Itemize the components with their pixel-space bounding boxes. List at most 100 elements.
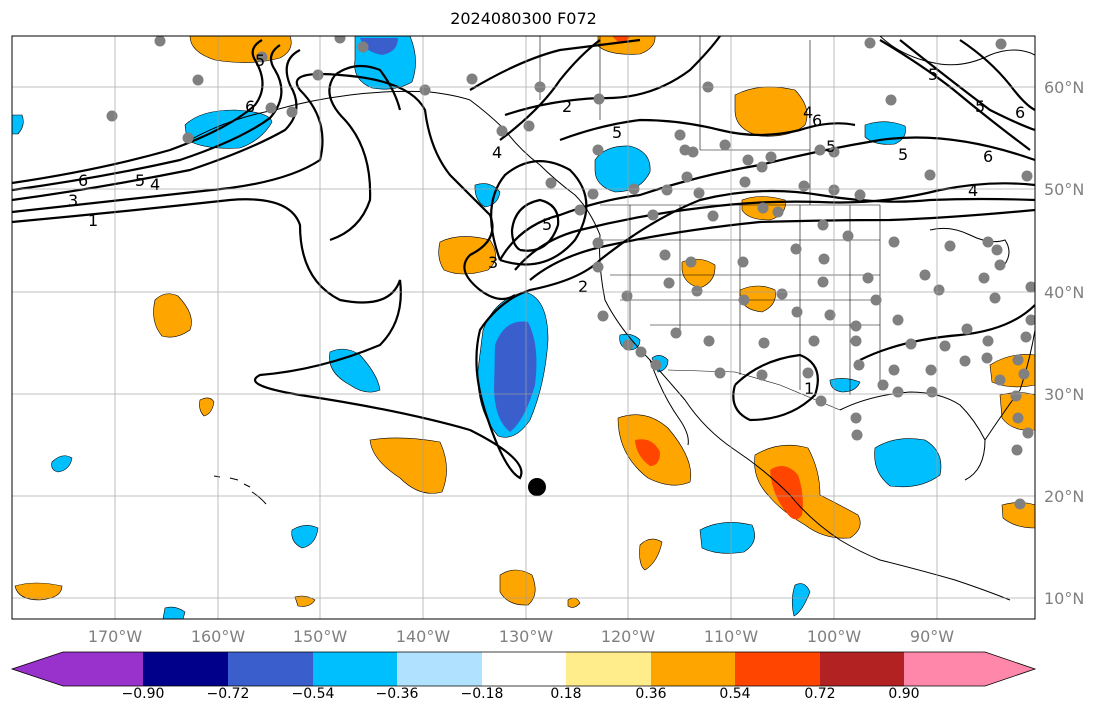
anomaly-patch	[874, 438, 942, 488]
station-marker	[959, 355, 971, 367]
colorbar-tick-label: 0.18	[550, 686, 581, 702]
station-marker	[870, 294, 882, 306]
colorbar-tick-label: −0.54	[292, 686, 335, 702]
station-marker	[991, 244, 1003, 256]
station-marker	[790, 243, 802, 255]
anomaly-patch	[734, 86, 808, 137]
colorbar-outline	[10, 651, 1037, 687]
station-markers	[106, 36, 1035, 510]
station-marker	[739, 176, 751, 188]
station-marker	[192, 74, 204, 86]
graticule-line	[114, 36, 938, 619]
colorbar-segment	[313, 652, 397, 686]
baja-california	[649, 359, 689, 446]
state-borders	[539, 36, 881, 411]
anomaly-patch	[360, 38, 398, 55]
station-marker	[1022, 427, 1034, 439]
station-marker	[877, 379, 889, 391]
state-border	[629, 205, 881, 395]
station-marker	[978, 272, 990, 284]
lon-label: 130°W	[499, 627, 554, 646]
station-marker	[738, 294, 750, 306]
anomaly-patch	[51, 455, 73, 473]
contour-line	[859, 304, 1035, 361]
contour-label: 5	[542, 215, 552, 234]
contour-label: 6	[812, 111, 822, 130]
station-marker	[1021, 170, 1033, 182]
station-marker	[919, 269, 931, 281]
station-marker	[265, 102, 277, 114]
contour-label: 5	[612, 123, 622, 142]
colorbar-tick-label: 0.36	[635, 686, 666, 702]
us-mexico-border	[667, 369, 841, 411]
station-marker	[815, 395, 827, 407]
station-marker	[1012, 354, 1024, 366]
anomaly-patch	[474, 183, 501, 208]
station-marker	[818, 253, 830, 265]
contour-label: 4	[803, 103, 813, 122]
station-marker	[719, 139, 731, 151]
colorbar-segment	[735, 652, 820, 686]
station-marker	[850, 412, 862, 424]
station-marker	[758, 337, 770, 349]
station-marker	[574, 204, 586, 216]
colorbar-tick-label: −0.90	[122, 686, 165, 702]
colorbar-segment	[820, 652, 904, 686]
contour-line	[490, 160, 588, 266]
anomaly-patch	[739, 285, 776, 313]
island	[213, 475, 267, 505]
anomaly-patch	[12, 114, 24, 135]
lon-label: 140°W	[396, 627, 451, 646]
station-marker	[926, 386, 938, 398]
colorbar-segment	[397, 652, 482, 686]
contour-label: 2	[578, 277, 588, 296]
contour-line	[879, 39, 1031, 151]
station-marker	[885, 94, 897, 106]
station-marker	[791, 306, 803, 318]
contour-label: 1	[804, 379, 814, 398]
station-marker	[714, 367, 726, 379]
station-marker	[182, 132, 194, 144]
colorbar-tick-label: 0.90	[888, 686, 919, 702]
station-marker	[776, 288, 788, 300]
gulf-coast	[839, 391, 986, 481]
contour-label: 5	[928, 65, 938, 84]
station-marker	[756, 369, 768, 381]
anomaly-patch	[612, 36, 630, 42]
station-marker	[687, 146, 699, 158]
contour-line	[504, 36, 721, 117]
contour-line	[12, 44, 283, 192]
station-marker	[597, 310, 609, 322]
station-marker	[742, 154, 754, 166]
contour-line	[12, 189, 1035, 480]
contour-label: 6	[1015, 103, 1025, 122]
station-marker	[670, 327, 682, 339]
latitude-labels: 60°N 50°N 40°N 30°N 20°N 10°N	[1044, 78, 1084, 608]
station-marker	[154, 36, 166, 47]
anomaly-patch	[369, 437, 447, 494]
anomaly-patch	[162, 606, 186, 619]
station-marker	[106, 110, 118, 122]
station-marker	[802, 367, 814, 379]
coastlines	[189, 36, 1035, 601]
station-marker	[817, 219, 829, 231]
station-marker	[592, 261, 604, 273]
contour-label: 4	[492, 143, 502, 162]
anomaly-patch	[829, 378, 861, 393]
station-marker	[842, 230, 854, 242]
anomaly-patch	[635, 439, 660, 466]
station-marker	[661, 184, 673, 196]
contour-line	[328, 64, 402, 242]
contour-label: 5	[898, 145, 908, 164]
contour-label: 5	[975, 97, 985, 116]
lon-label: 150°W	[293, 627, 348, 646]
station-marker	[737, 256, 749, 268]
station-marker	[925, 364, 937, 376]
colorbar: −0.90 −0.72 −0.54 −0.36 −0.18 0.18 0.36 …	[10, 651, 1037, 702]
contour-line	[12, 72, 516, 301]
contour-line	[499, 136, 1035, 261]
station-marker	[593, 93, 605, 105]
anomaly-patch	[597, 36, 656, 55]
anomaly-patch	[153, 293, 192, 338]
station-marker	[1010, 390, 1022, 402]
